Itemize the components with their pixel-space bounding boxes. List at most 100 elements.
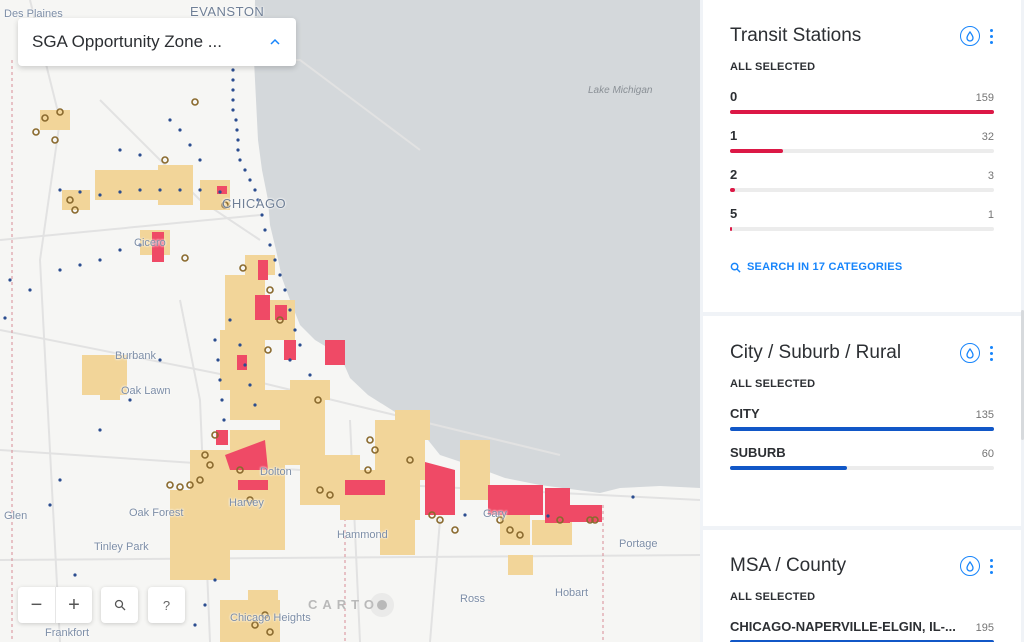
category-bar-fill (730, 227, 733, 231)
map-label-lake-michigan: Lake Michigan (588, 85, 653, 96)
color-by-button[interactable] (960, 26, 980, 46)
category-bar (730, 149, 994, 153)
more-vertical-icon (990, 558, 993, 562)
zoom-control: − + (18, 587, 92, 623)
color-by-button[interactable] (960, 556, 980, 576)
widget-menu-button[interactable] (990, 345, 994, 361)
zoom-out-button[interactable]: − (30, 593, 43, 616)
carto-logo-text: CARTO (308, 597, 379, 612)
category-bar-fill (730, 466, 848, 470)
map-label-glen: Glen (4, 510, 28, 522)
widget-menu-button[interactable] (990, 558, 994, 574)
map-label-harvey: Harvey (229, 497, 264, 509)
more-vertical-icon (990, 28, 993, 32)
selection-status: ALL SELECTED (730, 591, 816, 603)
widget-title: City / Suburb / Rural (730, 342, 902, 363)
selection-status: ALL SELECTED (730, 378, 816, 390)
search-categories-label: SEARCH IN 17 CATEGORIES (747, 261, 903, 273)
map-label-tinley-park: Tinley Park (94, 541, 149, 553)
category-count: 1 (987, 209, 994, 221)
chevron-up-icon (270, 38, 280, 45)
map-label-gary: Gary (483, 508, 507, 520)
category-item[interactable]: CHICAGO-NAPERVILLE-ELGIN, IL-... 195 (730, 619, 994, 642)
map-label-oak-lawn: Oak Lawn (121, 385, 171, 397)
more-vertical-icon (990, 345, 993, 349)
carto-attribution[interactable]: CARTO (308, 597, 387, 612)
widget-city-suburb-rural: City / Suburb / Rural ALL SELECTED CITY 1… (703, 316, 1021, 526)
sidebar-scrollbar[interactable] (1021, 310, 1024, 440)
widget-msa-county: MSA / County ALL SELECTED CHICAGO-NAPERV… (703, 530, 1021, 642)
category-count: 60 (981, 448, 994, 460)
color-by-button[interactable] (960, 343, 980, 363)
category-list: CHICAGO-NAPERVILLE-ELGIN, IL-... 195 (730, 619, 994, 642)
category-name: CITY (730, 406, 760, 421)
map-search-button[interactable] (101, 587, 138, 623)
category-bar (730, 227, 994, 231)
map-label-portage: Portage (619, 538, 658, 550)
category-item[interactable]: 0 159 (730, 89, 994, 114)
widget-title: Transit Stations (730, 25, 862, 46)
category-item[interactable]: CITY 135 (730, 406, 994, 431)
map-label-des-plaines: Des Plaines (4, 8, 63, 20)
map-label-chicago-heights: Chicago Heights (230, 612, 311, 624)
category-row: SUBURB 60 (730, 445, 994, 461)
map-label-dolton: Dolton (260, 466, 292, 478)
category-bar (730, 640, 994, 642)
category-count: 32 (981, 131, 994, 143)
category-bar (730, 466, 994, 470)
category-list: CITY 135 SUBURB 60 (730, 406, 994, 470)
category-bar-fill (730, 149, 784, 153)
category-bar-fill (730, 427, 994, 431)
category-list: 0 159 1 32 2 3 5 1 (730, 89, 994, 231)
map-canvas[interactable]: EVANSTON Des Plaines Lake Michigan CHICAGO C… (0, 0, 700, 642)
category-bar (730, 110, 994, 114)
droplet-icon (966, 560, 974, 572)
widget-title: MSA / County (730, 555, 847, 576)
category-name: 0 (730, 89, 738, 104)
droplet-icon (966, 347, 974, 359)
map-label-chicago: CHICAGO (222, 196, 287, 211)
category-count: 135 (975, 409, 994, 421)
map-label-hobart: Hobart (555, 587, 589, 599)
category-bar (730, 427, 994, 431)
category-name: 1 (730, 128, 738, 143)
map-label-frankfort: Frankfort (45, 627, 90, 639)
widgets-sidebar[interactable]: Transit Stations ALL SELECTED 0 159 1 32 2 3 5… (700, 0, 1024, 642)
search-icon (114, 599, 125, 611)
category-bar-fill (730, 188, 735, 192)
map-basemap (0, 0, 700, 642)
map-label-evanston: EVANSTON (190, 4, 265, 19)
category-item[interactable]: 1 32 (730, 128, 994, 153)
search-categories-link[interactable]: SEARCH IN 17 CATEGORIES (730, 261, 994, 273)
category-row: 0 159 (730, 89, 994, 105)
carto-logo-icon (376, 599, 387, 610)
layer-selector[interactable]: SGA Opportunity Zone ... (18, 18, 296, 66)
category-bar (730, 188, 994, 192)
category-name: 2 (730, 167, 738, 182)
category-count: 3 (987, 170, 994, 182)
category-item[interactable]: SUBURB 60 (730, 445, 994, 470)
layer-selector-label: SGA Opportunity Zone ... (32, 32, 222, 51)
map-label-burbank: Burbank (115, 350, 156, 362)
category-name: CHICAGO-NAPERVILLE-ELGIN, IL-... (730, 619, 956, 634)
category-row: CHICAGO-NAPERVILLE-ELGIN, IL-... 195 (730, 619, 994, 635)
droplet-icon (966, 30, 974, 42)
help-button[interactable]: ? (148, 587, 185, 623)
category-row: 1 32 (730, 128, 994, 144)
category-name: SUBURB (730, 445, 786, 460)
category-count: 159 (975, 92, 994, 104)
map-label-cicero: Cicero (134, 237, 166, 249)
zoom-in-button[interactable]: + (55, 587, 92, 623)
category-count: 195 (975, 622, 994, 634)
category-bar-fill (730, 640, 994, 642)
selection-status: ALL SELECTED (730, 61, 816, 73)
map-label-hammond: Hammond (337, 529, 388, 541)
widget-transit-stations: Transit Stations ALL SELECTED 0 159 1 32 2 3 5… (703, 0, 1021, 312)
category-row: CITY 135 (730, 406, 994, 422)
widget-menu-button[interactable] (990, 28, 994, 44)
map-label-oak-forest: Oak Forest (129, 507, 184, 519)
